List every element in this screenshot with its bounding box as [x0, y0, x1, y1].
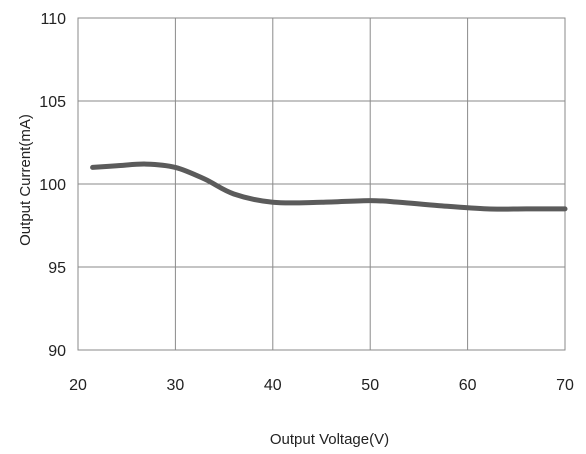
y-tick-label: 110	[40, 11, 66, 28]
x-tick-labels: 20 30 40 50 60 70	[69, 377, 574, 394]
x-tick-label: 50	[361, 377, 379, 394]
y-tick-label: 95	[48, 260, 66, 277]
y-tick-label: 90	[48, 343, 66, 360]
x-tick-label: 20	[69, 377, 87, 394]
y-tick-labels: 90 95 100 105 110	[39, 11, 66, 360]
y-tick-label: 100	[39, 177, 66, 194]
x-axis-title: Output Voltage(V)	[270, 431, 389, 448]
series-line	[93, 164, 565, 209]
grid	[78, 18, 565, 350]
y-axis-title: Output Current(mA)	[17, 114, 34, 246]
series-layer	[93, 164, 565, 209]
x-tick-label: 40	[264, 377, 282, 394]
x-tick-label: 30	[167, 377, 185, 394]
x-tick-label: 70	[556, 377, 574, 394]
x-tick-label: 60	[459, 377, 477, 394]
y-tick-label: 105	[39, 94, 66, 111]
